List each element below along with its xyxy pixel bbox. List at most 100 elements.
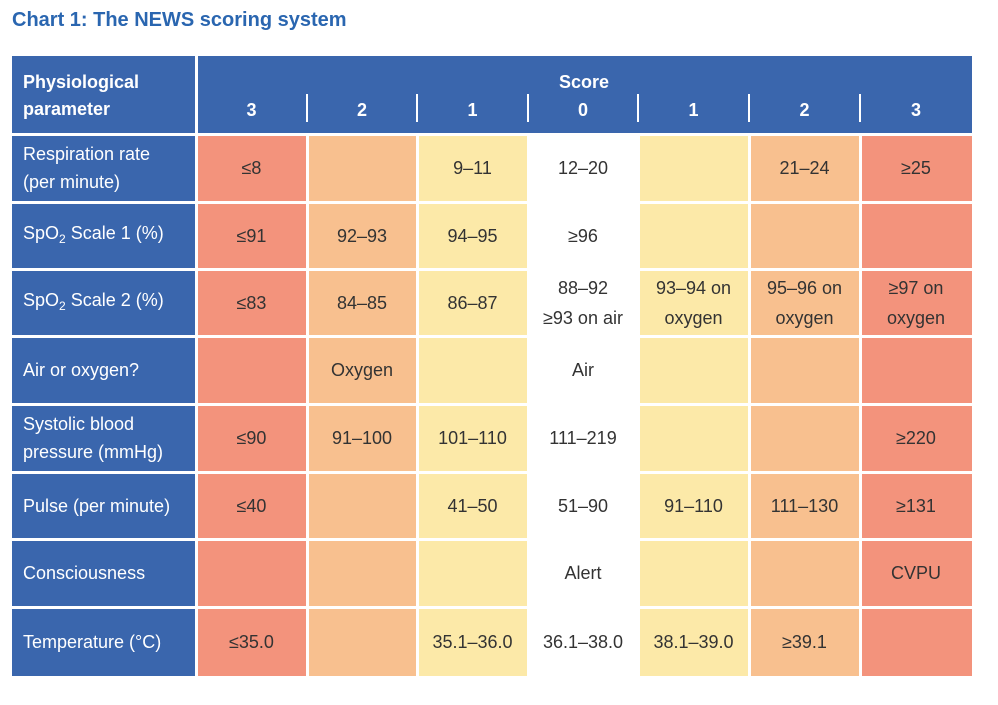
score-cell: ≥131 [860,472,972,539]
column-divider [637,134,640,676]
score-cell: 9–11 [417,134,528,202]
score-cell: ≥96 [528,202,638,269]
score-cell [196,539,307,607]
parameter-line: pressure (mmHg) [23,442,164,462]
parameter-cell: Systolic blood pressure (mmHg) [12,404,196,472]
score-cell-line: ≤90 [236,428,267,448]
score-cell: 91–100 [307,404,417,472]
column-divider [195,134,198,676]
score-cell [638,404,749,472]
score-cell [307,607,417,676]
score-cell-line: ≥39.1 [782,631,827,652]
score-cell-value: ≤8 [242,153,262,183]
parameter-text: Scale 1 (%) [65,222,164,243]
parameter-label: Consciousness [23,559,145,587]
parameter-cell: Respiration rate (per minute) [12,134,196,202]
score-cell: Air [528,336,638,404]
score-cell-line: 86–87 [447,292,498,313]
parameter-text: SpO [23,289,60,310]
news-scoring-table: Physiological parameter Score 3 2 1 0 1 2 3 Res… [12,56,972,676]
parameter-line: (per minute) [23,172,121,192]
row-divider [12,133,972,136]
score-cell-value: ≥131 [896,491,936,521]
score-cell-value: 91–100 [332,423,392,453]
score-cell-line: 88–92 [557,277,609,298]
score-cell-line: ≤35.0 [229,631,274,652]
score-cell-value: Air [572,355,594,385]
score-cell-value: 36.1–38.0 [543,627,623,657]
score-cell: 41–50 [417,472,528,539]
row-divider [12,268,972,271]
score-cell-value: CVPU [891,558,941,588]
score-cell-value: ≥39.1 [782,627,827,657]
score-cell-line: ≥25 [901,158,931,178]
score-cell [860,607,972,676]
score-cell-line: ≤83 [236,292,267,313]
parameter-column-divider [195,56,198,134]
score-cell-line: Alert [564,563,602,583]
column-divider [748,134,751,676]
score-cell-value: 93–94 on oxygen [656,273,731,333]
parameter-line: Respiration rate [23,144,151,164]
row-divider [12,606,972,609]
score-cell: 111–219 [528,404,638,472]
parameter-cell: SpO2 Scale 1 (%) [12,202,196,269]
score-cell: ≤91 [196,202,307,269]
score-cell [417,539,528,607]
score-cell-value: ≤40 [237,491,267,521]
score-cell-value: 91–110 [664,491,723,521]
header-parameter-line2: parameter [23,99,111,119]
score-cell-line: 101–110 [438,428,507,448]
parameter-line: Temperature (°C) [23,631,162,652]
score-cell-line: 91–110 [664,495,723,516]
score-cell: ≤35.0 [196,607,307,676]
score-cell: 101–110 [417,404,528,472]
score-cell [638,539,749,607]
score-cell: ≤90 [196,404,307,472]
score-cell-value: 101–110 [438,423,507,453]
parameter-label: SpO2 Scale 1 (%) [23,219,164,253]
score-cell-value: ≤83 [237,288,267,318]
header-score-3: 1 [467,100,478,120]
score-cell-value: 12–20 [558,153,608,183]
score-cell-value: ≤35.0 [229,627,274,657]
score-cell-value: 95–96 on oxygen [767,273,842,333]
score-cell-value: ≤90 [237,423,267,453]
parameter-line: Air or oxygen? [23,360,140,380]
score-cell-line: 111–219 [549,428,617,448]
score-cell: 12–20 [528,134,638,202]
parameter-subscript: 2 [59,231,66,246]
score-cell-line: 9–11 [453,158,492,178]
score-cell: 84–85 [307,269,417,336]
score-cell-value: 38.1–39.0 [653,627,733,657]
score-cell [638,336,749,404]
score-cell: 21–24 [749,134,860,202]
parameter-label: SpO2 Scale 2 (%) [23,286,164,320]
score-cell-value: 86–87 [447,288,497,318]
column-divider [306,134,309,676]
row-divider [12,201,972,204]
score-cell: 94–95 [417,202,528,269]
score-cell-value: 111–130 [771,491,838,521]
header-score-separator [416,94,418,122]
score-cell-line: 12–20 [557,158,609,178]
score-cell-line: ≥220 [896,428,936,448]
score-cell: 92–93 [307,202,417,269]
score-cell: 51–90 [528,472,638,539]
score-cell-value: 35.1–36.0 [432,627,512,657]
header-parameter-line1: Physiological [23,72,140,92]
score-cell-value: 111–219 [549,423,616,453]
score-cell-line: Air [572,360,594,380]
score-cell: ≥39.1 [749,607,860,676]
parameter-label: Temperature (°C) [23,628,161,656]
score-cell-line: 51–90 [557,495,609,516]
header-score-4: 0 [577,100,588,120]
score-cell [860,202,972,269]
score-cell-value: ≥96 [568,221,598,251]
header-score-separator [748,94,750,122]
parameter-line: Consciousness [23,563,146,583]
parameter-cell: Temperature (°C) [12,607,196,676]
row-divider [12,471,972,474]
score-cell: Oxygen [307,336,417,404]
column-divider [859,134,862,676]
